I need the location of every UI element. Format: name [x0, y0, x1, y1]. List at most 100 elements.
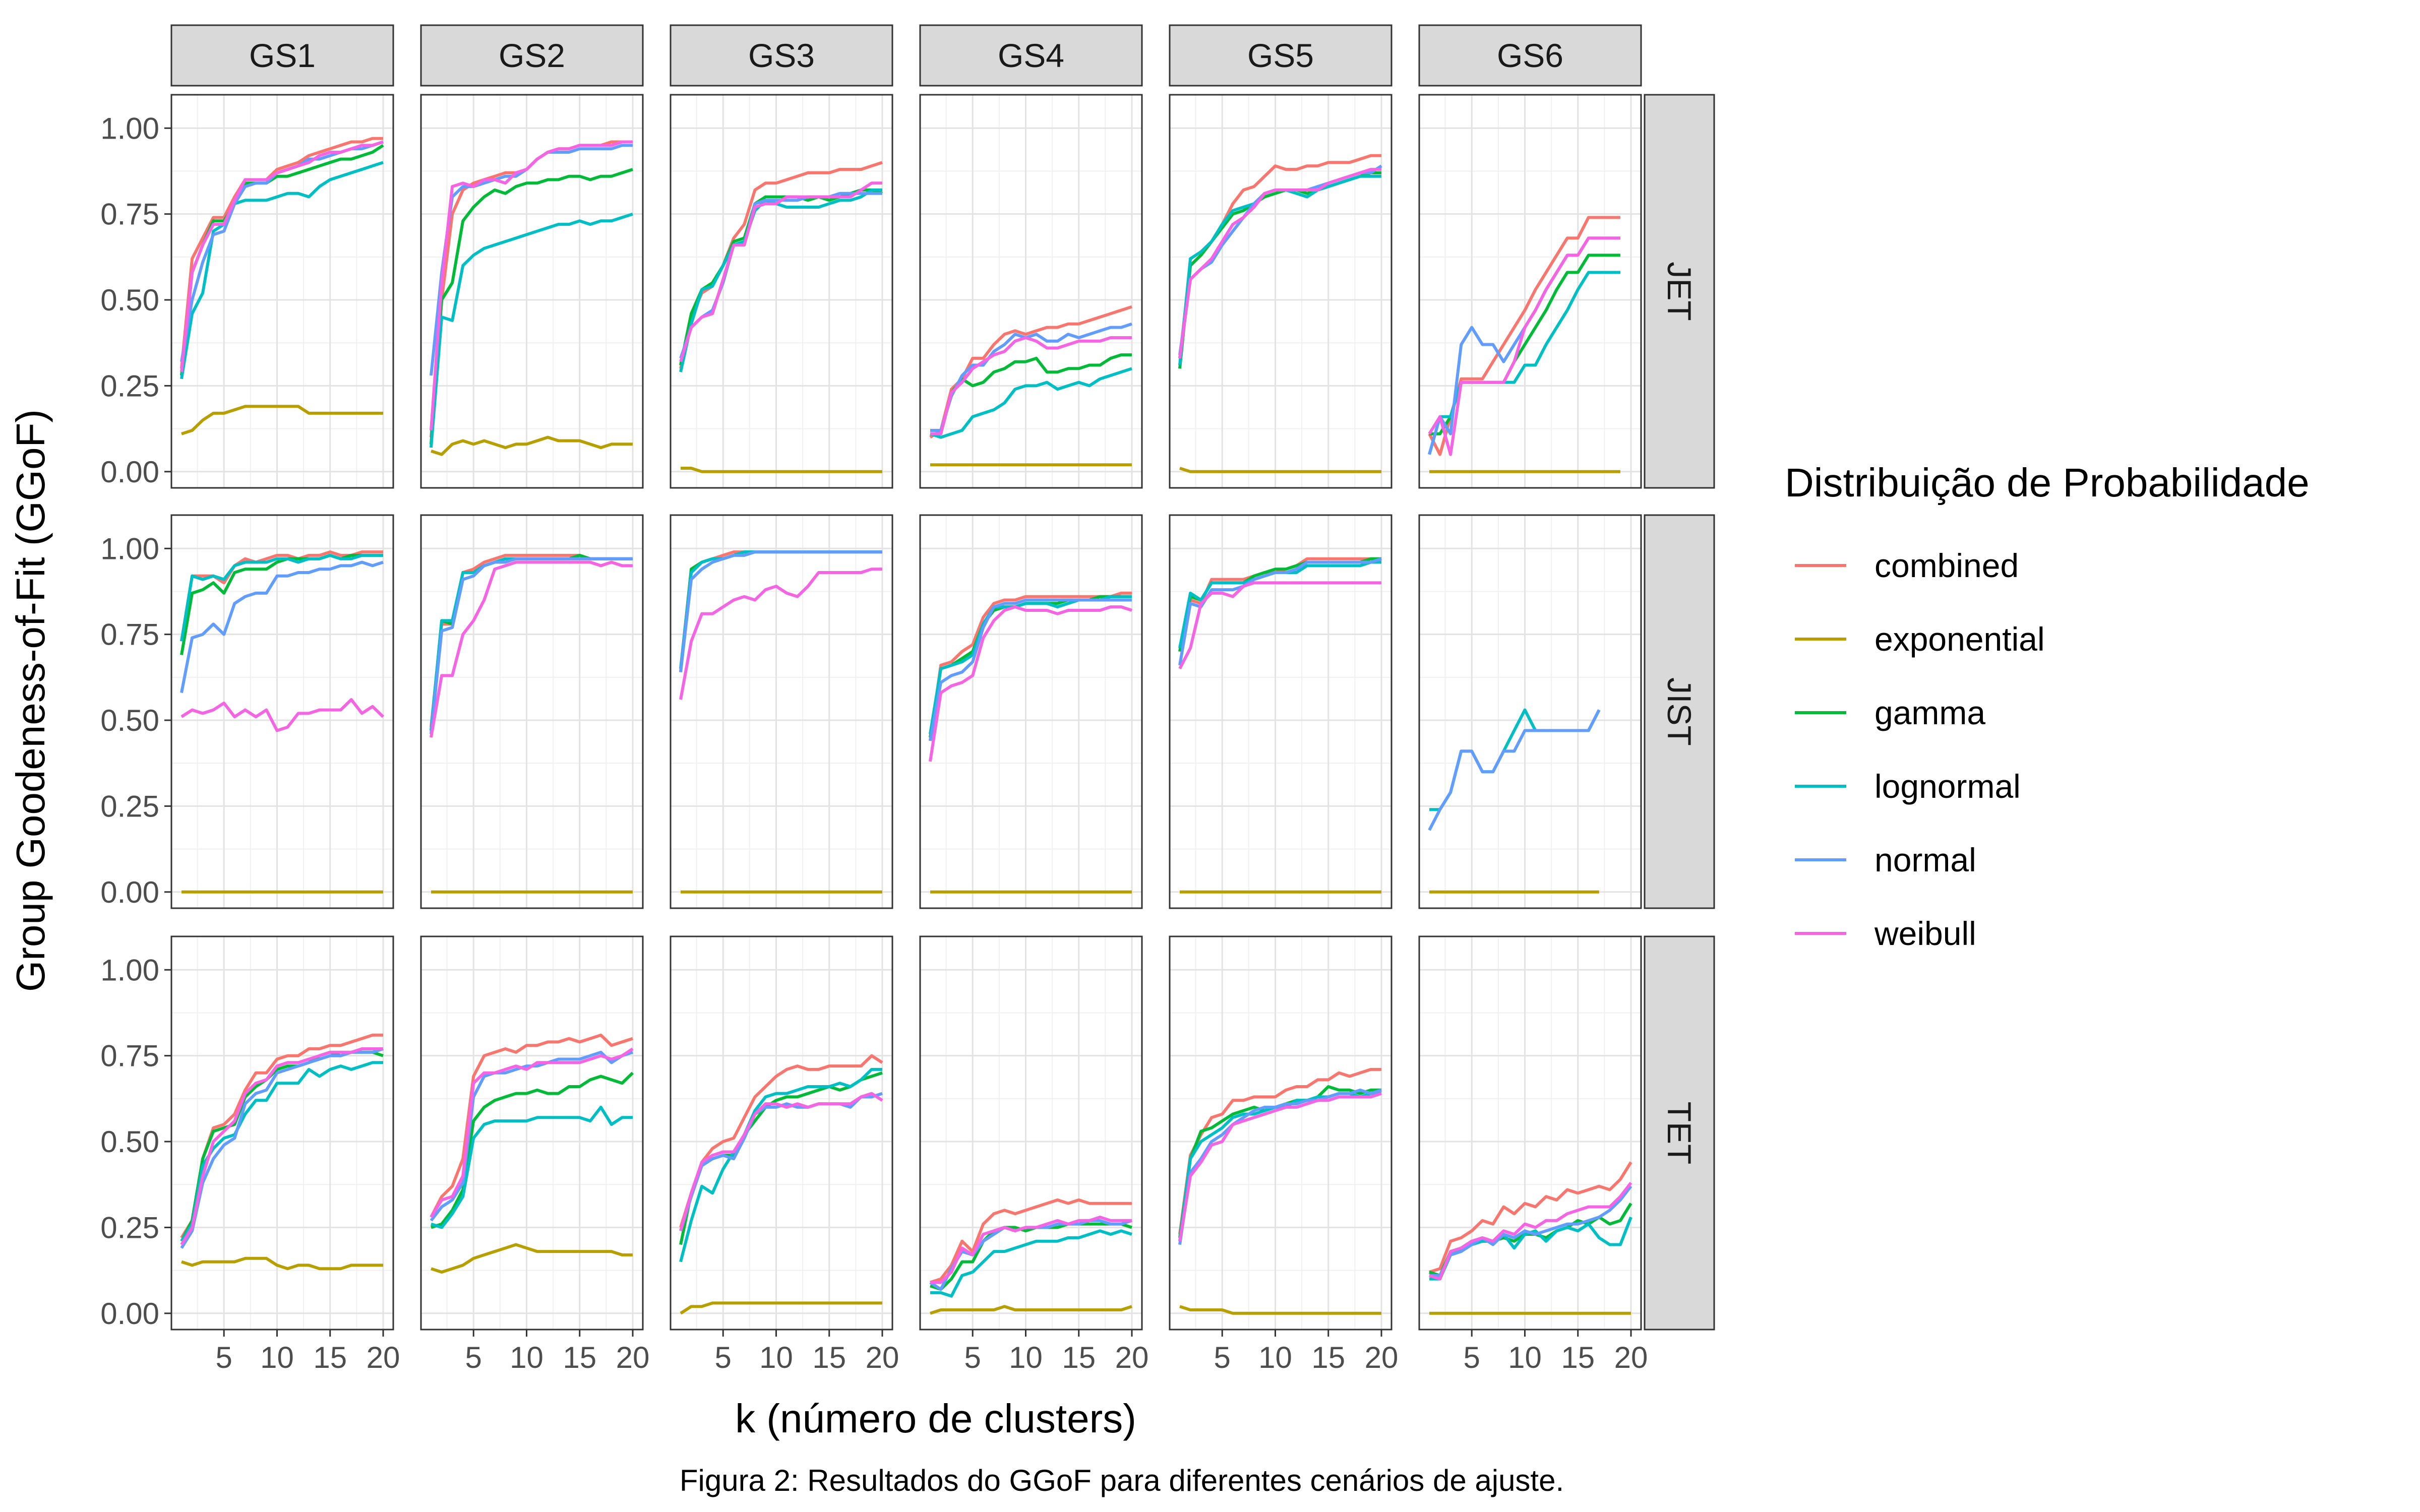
series-line-combined: [430, 1033, 633, 1218]
panel-grid: [671, 515, 892, 908]
facet-strip-bg: [919, 24, 1143, 87]
x-tick-label: 20: [367, 1341, 400, 1374]
legend-item-lognormal: lognormal: [1795, 768, 2021, 805]
legend-item-gamma: gamma: [1795, 694, 1985, 731]
series-line-weibull: [180, 698, 385, 732]
facet-strip-bg: [1418, 24, 1642, 87]
panel-border: [670, 514, 893, 909]
panel-border: [420, 94, 644, 489]
row-strip-bg: [1644, 514, 1715, 909]
panel-jet-gs3: [670, 94, 893, 489]
panel-border: [1169, 935, 1393, 1331]
series-line-weibull: [679, 568, 882, 700]
x-axis-title: k (número de clusters): [735, 1396, 1136, 1441]
series-line-exponential: [1179, 467, 1381, 473]
panel-border: [420, 514, 644, 909]
legend: Distribuição de Probabilidade combined ex…: [1785, 460, 2310, 952]
series-line-gamma: [180, 144, 384, 376]
panel-jet-gs6: [1418, 94, 1642, 489]
series-line-weibull: [930, 336, 1132, 435]
y-tick-label: 0.25: [100, 1211, 159, 1244]
panel-border: [170, 94, 394, 489]
row-strip-label: JIST: [1661, 677, 1698, 746]
x-tick-label: 15: [1561, 1341, 1595, 1374]
panel-jet-gs4: [919, 94, 1143, 489]
x-tick-label: 5: [216, 1341, 232, 1374]
legend-item-combined: combined: [1795, 547, 2019, 584]
x-tick-label: 20: [616, 1341, 650, 1374]
series-line-exponential: [681, 467, 882, 473]
row-strip-jet: JET: [1644, 94, 1715, 489]
panel-border: [170, 514, 394, 909]
panel-grid: [920, 936, 1142, 1330]
y-tick-label: 0.50: [100, 283, 159, 317]
panel-grid: [421, 936, 643, 1330]
series-line-weibull: [180, 140, 384, 372]
series-line-weibull: [1178, 1092, 1382, 1242]
series-line-lognormal: [430, 212, 633, 448]
legend-label-normal: normal: [1874, 841, 1976, 878]
y-tick-label: 0.75: [100, 618, 159, 652]
facet-strip-label: GS1: [249, 37, 316, 74]
x-tick-label: 10: [260, 1341, 294, 1374]
y-tick-label: 1.00: [100, 532, 159, 565]
panel-grid: [671, 95, 892, 488]
y-axis-ticks: 0.00 0.25 0.50 0.75 1.00 0.00 0.25 0.50 0.75 1.00…: [100, 111, 171, 1331]
row-strip-bg: [1644, 935, 1715, 1331]
series-line-combined: [1178, 1067, 1381, 1235]
facet-strip-gs1: GS1: [170, 24, 394, 87]
panel-jet-gs1: [170, 94, 394, 489]
x-tick-label: 15: [812, 1341, 846, 1374]
series-line-lognormal: [180, 1061, 383, 1242]
panel-border: [420, 935, 644, 1331]
y-tick-label: 0.50: [100, 1125, 159, 1159]
legend-item-normal: normal: [1795, 841, 1976, 878]
facet-strip-gs6: GS6: [1418, 24, 1642, 87]
series-line-combined: [679, 1054, 883, 1228]
series-line-gamma: [430, 168, 633, 445]
x-tick-label: 5: [465, 1341, 482, 1374]
panel-jet-gs5: [1169, 94, 1393, 489]
series-line-combined: [1178, 557, 1381, 652]
legend-label-combined: combined: [1874, 547, 2019, 584]
series-line-exponential: [680, 1301, 882, 1315]
series-line-normal: [1428, 709, 1601, 831]
legend-label-weibull: weibull: [1874, 915, 1976, 952]
panel-tet-gs6: [1418, 935, 1642, 1331]
y-tick-label: 1.00: [100, 111, 159, 145]
legend-label-lognormal: lognormal: [1874, 768, 2021, 805]
facet-strip-bg: [670, 24, 893, 87]
facet-strip-bg: [420, 24, 644, 87]
legend-label-gamma: gamma: [1874, 694, 1985, 731]
x-tick-label: 5: [715, 1341, 732, 1374]
panel-grid: [421, 95, 643, 488]
series-line-exponential: [930, 1305, 1132, 1315]
panel-tet-gs1: [170, 935, 394, 1331]
series-line-normal: [430, 557, 633, 734]
x-tick-label: 15: [563, 1341, 596, 1374]
series-line-weibull: [679, 1092, 883, 1232]
series-line-lognormal: [431, 1105, 633, 1229]
panel-border: [1169, 94, 1393, 489]
panel-jist-gs1: [170, 514, 394, 909]
panel-tet-gs4: [919, 935, 1143, 1331]
x-tick-label: 5: [964, 1341, 981, 1374]
facet-strip-gs2: GS2: [420, 24, 644, 87]
panel-grid: [1419, 95, 1641, 488]
y-tick-label: 0.00: [100, 1297, 159, 1331]
x-tick-label: 5: [1214, 1341, 1231, 1374]
facet-strip-label: GS5: [1247, 37, 1314, 74]
series-line-weibull: [1178, 168, 1381, 359]
series-line-exponential: [181, 1256, 383, 1271]
facet-strip-bg: [170, 24, 394, 87]
panel-border: [919, 94, 1143, 489]
panel-jist-gs4: [919, 514, 1143, 909]
series-line-exponential: [431, 435, 633, 456]
x-tick-label: 15: [1311, 1341, 1345, 1374]
panels: GS1 GS2 GS3 GS4 GS5 GS6 JET JIST TET: [170, 24, 1715, 1331]
x-tick-label: 10: [510, 1341, 543, 1374]
y-tick-label: 0.25: [100, 369, 159, 403]
series-line-weibull: [1178, 581, 1381, 670]
x-tick-label: 10: [759, 1341, 793, 1374]
series-line-weibull: [430, 560, 633, 738]
